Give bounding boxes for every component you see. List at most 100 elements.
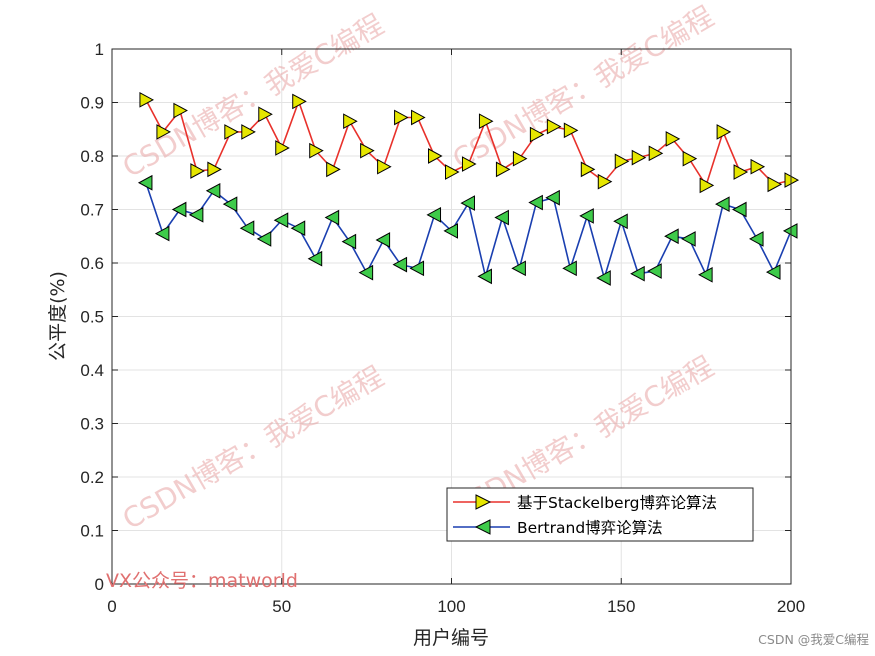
- y-tick-label: 0.1: [80, 522, 104, 541]
- data-point-bertrand: [732, 201, 747, 218]
- data-point-stackelberg: [445, 164, 460, 180]
- data-point-stackelberg: [411, 109, 426, 126]
- legend: 基于Stackelberg博弈论算法 Bertrand博弈论算法: [446, 487, 754, 542]
- y-tick-label: 0.8: [80, 147, 104, 166]
- y-tick-label: 0.2: [80, 468, 104, 487]
- data-point-stackelberg: [648, 145, 664, 162]
- data-point-bertrand: [579, 208, 594, 224]
- data-point-stackelberg: [377, 158, 392, 175]
- data-point-bertrand: [222, 196, 238, 212]
- data-point-bertrand: [596, 270, 611, 286]
- y-tick-label: 0.3: [80, 415, 104, 434]
- data-point-stackelberg: [394, 109, 409, 126]
- data-point-stackelberg: [580, 161, 596, 178]
- data-point-bertrand: [137, 174, 153, 191]
- y-tick-label: 0.5: [80, 308, 104, 327]
- data-point-stackelberg: [682, 150, 698, 167]
- data-point-bertrand: [154, 225, 170, 242]
- y-tick-label: 0.7: [80, 201, 104, 220]
- data-point-stackelberg: [258, 106, 273, 123]
- axis-ticks: 0 50 100 150 200 0 0.1 0.2 0.3 0.4 0.5 0.6 0.7 0.8 0.9…: [80, 40, 805, 616]
- y-tick-label: 0: [95, 575, 104, 594]
- x-tick-label: 0: [107, 597, 116, 616]
- y-tick-label: 0.9: [80, 94, 104, 113]
- data-point-bertrand: [358, 264, 374, 281]
- data-point-bertrand: [188, 207, 204, 223]
- data-point-stackelberg: [529, 126, 545, 143]
- data-point-bertrand: [375, 232, 391, 248]
- data-point-bertrand: [426, 207, 442, 223]
- data-point-bertrand: [545, 189, 560, 206]
- legend-label-stackelberg: 基于Stackelberg博弈论算法: [517, 493, 717, 512]
- data-point-stackelberg: [275, 140, 290, 156]
- data-point-stackelberg: [546, 118, 562, 135]
- credit-text: CSDN @我爱C编程: [758, 632, 869, 647]
- data-point-bertrand: [460, 195, 475, 211]
- data-point-bertrand: [239, 220, 255, 237]
- legend-marker-stackelberg: [475, 494, 492, 510]
- data-point-bertrand: [647, 263, 662, 279]
- data-point-stackelberg: [512, 150, 528, 167]
- data-point-bertrand: [494, 209, 509, 226]
- data-point-bertrand: [171, 201, 187, 218]
- data-point-bertrand: [681, 231, 696, 247]
- data-point-bertrand: [748, 231, 764, 247]
- data-point-stackelberg: [173, 102, 188, 119]
- data-point-bertrand: [443, 223, 458, 239]
- x-tick-label: 50: [272, 597, 291, 616]
- data-point-stackelberg: [495, 161, 511, 178]
- y-axis-label: 公平度(%): [47, 271, 69, 361]
- data-point-stackelberg: [563, 122, 579, 139]
- data-point-bertrand: [562, 260, 577, 277]
- data-point-bertrand: [205, 182, 221, 199]
- data-point-stackelberg: [478, 113, 494, 130]
- data-point-bertrand: [477, 268, 492, 285]
- data-point-bertrand: [715, 196, 730, 212]
- data-point-stackelberg: [597, 173, 613, 190]
- data-point-stackelberg: [309, 142, 324, 159]
- data-point-stackelberg: [156, 124, 171, 140]
- data-point-stackelberg: [461, 156, 477, 172]
- data-point-stackelberg: [614, 153, 630, 170]
- data-point-bertrand: [392, 256, 408, 273]
- legend-label-bertrand: Bertrand博弈论算法: [517, 518, 663, 537]
- data-point-bertrand: [290, 220, 306, 237]
- data-point-stackelberg: [428, 148, 443, 164]
- data-point-stackelberg: [360, 142, 375, 159]
- wechat-note: VX公众号：matworld: [106, 570, 298, 592]
- data-point-stackelberg: [326, 161, 341, 178]
- y-tick-label: 1: [95, 40, 104, 59]
- data-point-bertrand: [765, 264, 781, 280]
- data-point-stackelberg: [343, 113, 358, 130]
- data-point-stackelberg: [665, 131, 681, 147]
- data-point-stackelberg: [733, 164, 749, 180]
- data-point-stackelberg: [292, 93, 307, 110]
- data-point-stackelberg: [139, 91, 155, 108]
- data-point-bertrand: [341, 233, 357, 250]
- data-point-stackelberg: [241, 124, 256, 140]
- x-tick-label: 150: [607, 597, 635, 616]
- legend-marker-bertrand: [474, 519, 491, 535]
- x-tick-label: 200: [777, 597, 805, 616]
- data-point-bertrand: [273, 212, 289, 229]
- data-point-bertrand: [511, 260, 526, 277]
- data-point-stackelberg: [750, 158, 766, 175]
- y-tick-label: 0.4: [80, 361, 104, 380]
- data-point-bertrand: [613, 213, 628, 230]
- data-point-bertrand: [698, 266, 713, 283]
- data-point-bertrand: [630, 265, 645, 282]
- data-point-bertrand: [307, 250, 323, 267]
- data-point-stackelberg: [699, 177, 715, 194]
- grid: [112, 49, 791, 584]
- data-point-stackelberg: [190, 163, 205, 179]
- data-point-stackelberg: [716, 124, 732, 140]
- data-point-stackelberg: [767, 176, 783, 193]
- data-point-stackelberg: [224, 124, 239, 140]
- data-point-bertrand: [528, 194, 543, 211]
- data-point-bertrand: [664, 228, 679, 245]
- x-tick-label: 100: [437, 597, 465, 616]
- data-point-bertrand: [256, 231, 272, 247]
- data-point-bertrand: [324, 209, 340, 226]
- data-point-stackelberg: [631, 149, 647, 166]
